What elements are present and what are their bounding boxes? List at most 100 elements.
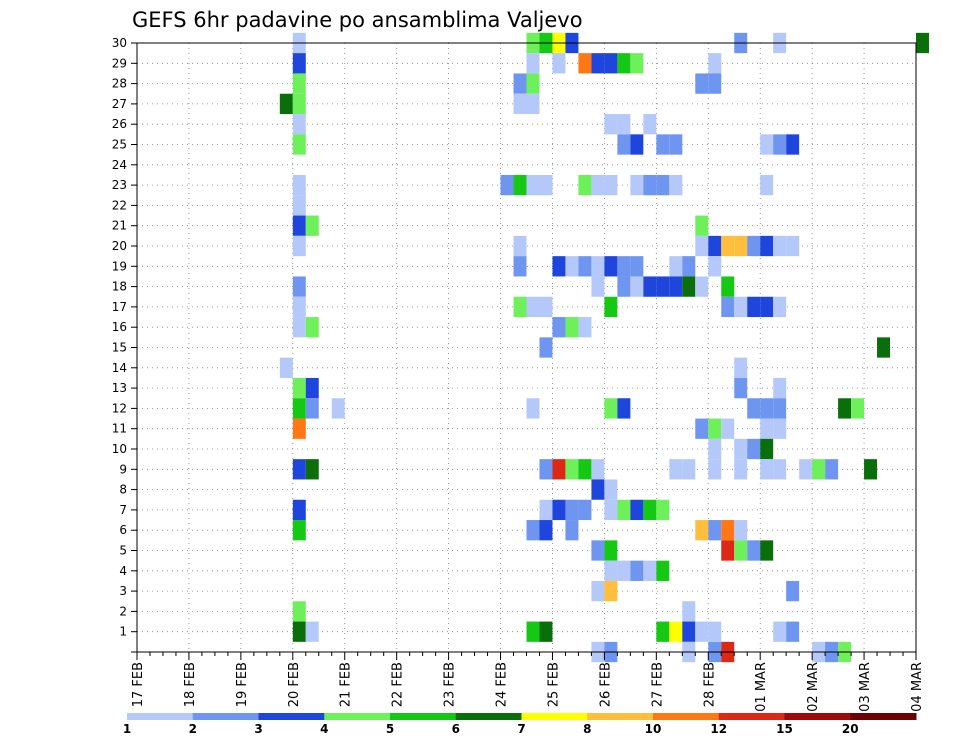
heatmap-cell [305, 377, 319, 399]
y-tick-label: 27 [112, 97, 127, 111]
heatmap-cell [643, 560, 657, 581]
heatmap-cell [721, 276, 735, 297]
heatmap-cell [526, 296, 540, 318]
heatmap-cell [539, 520, 553, 541]
heatmap-cell [513, 256, 527, 277]
heatmap-cell [292, 499, 306, 521]
heatmap-cell [591, 256, 605, 277]
heatmap-cell [292, 418, 306, 439]
heatmap-cell [292, 377, 306, 399]
heatmap-cell [825, 459, 839, 480]
y-tick-label: 30 [112, 36, 127, 50]
heatmap-cell [773, 296, 787, 318]
y-tick-label: 9 [119, 462, 127, 476]
x-tick-label: 20 FEB [287, 662, 302, 707]
x-tick-label: 26 FEB [598, 662, 613, 707]
y-tick-label: 2 [119, 604, 127, 618]
heatmap-cell [708, 418, 722, 439]
x-tick-label: 17 FEB [131, 662, 146, 707]
y-tick-label: 12 [112, 401, 127, 415]
heatmap-cell [292, 195, 306, 216]
heatmap-cell [292, 459, 306, 480]
heatmap-cell [773, 134, 787, 155]
heatmap-cell [292, 134, 306, 155]
color-legend: 1 2 3 4 5 6 7 8 10 12 15 20 [123, 713, 917, 736]
heatmap-cell [682, 276, 696, 297]
legend-swatch [784, 713, 851, 720]
heatmap-cell [734, 438, 748, 460]
x-tick-label: 25 FEB [546, 662, 561, 707]
legend-swatch [324, 713, 391, 720]
heatmap-cell [721, 520, 735, 541]
heatmap-cell [734, 296, 748, 318]
heatmap-cell [292, 317, 306, 338]
x-tick-label: 02 MAR [806, 662, 821, 712]
x-tick-label: 01 MAR [754, 662, 769, 712]
legend-label: 8 [583, 722, 591, 736]
heatmap-cell [760, 438, 774, 460]
heatmap-cell [565, 317, 579, 338]
heatmap-cell [695, 276, 709, 297]
heatmap-cell [591, 479, 605, 500]
heatmap-cell [591, 459, 605, 480]
heatmap-cell [643, 114, 657, 135]
x-tick-label: 19 FEB [235, 662, 250, 707]
heatmap-cell [669, 621, 683, 642]
chart-title: GEFS 6hr padavine po ansamblima Valjevo [132, 8, 583, 32]
heatmap-cell [578, 459, 592, 480]
heatmap-cell [708, 73, 722, 94]
heatmap-cell [786, 580, 800, 602]
heatmap-cell [708, 53, 722, 74]
heatmap-cell [539, 621, 553, 642]
heatmap-cell [695, 235, 709, 257]
y-tick-label: 4 [119, 564, 127, 578]
heatmap-cell [539, 296, 553, 318]
heatmap-cell [747, 235, 761, 257]
heatmap-cell [604, 296, 618, 318]
heatmap-cell [604, 540, 618, 561]
heatmap-cell [591, 174, 605, 196]
heatmap-cell [292, 621, 306, 642]
y-tick-label: 6 [119, 523, 127, 537]
heatmap-cell [279, 357, 293, 378]
heatmap-cell [747, 438, 761, 460]
heatmap-cell [760, 235, 774, 257]
heatmap-cell [292, 215, 306, 236]
heatmap-cell [526, 398, 540, 419]
heatmap-cell [604, 256, 618, 277]
y-tick-label: 25 [112, 138, 127, 152]
heatmap-cell [578, 256, 592, 277]
heatmap-cell [591, 540, 605, 561]
heatmap-cell [552, 53, 566, 74]
heatmap-cell [617, 398, 631, 419]
heatmap-cell [773, 235, 787, 257]
y-tick-label: 14 [112, 361, 127, 375]
x-tick-label: 03 MAR [858, 662, 873, 712]
legend-swatch [455, 713, 522, 720]
heatmap-cell [799, 459, 813, 480]
x-tick-labels: 17 FEB 18 FEB 19 FEB 20 FEB 21 FEB 22 FEB 23 F… [131, 662, 925, 712]
heatmap-cell [708, 621, 722, 642]
y-tick-label: 8 [119, 483, 127, 497]
heatmap-cell [708, 438, 722, 460]
legend-swatch [587, 713, 654, 720]
heatmap-cell [630, 53, 644, 74]
heatmap-cell [773, 418, 787, 439]
heatmap-cell [617, 256, 631, 277]
heatmap-cell [695, 520, 709, 541]
legend-swatch [390, 713, 457, 720]
legend-label: 20 [842, 722, 859, 736]
heatmap-cell [682, 601, 696, 622]
legend-label: 7 [517, 722, 525, 736]
heatmap-cell [500, 174, 514, 196]
heatmap-cell [734, 540, 748, 561]
y-tick-label: 28 [112, 77, 127, 91]
heatmap-cell [552, 459, 566, 480]
heatmap-cell [565, 459, 579, 480]
heatmap-cell [734, 235, 748, 257]
legend-label: 2 [189, 722, 197, 736]
heatmap-cell [786, 235, 800, 257]
legend-label: 4 [320, 722, 328, 736]
y-tick-label: 10 [112, 442, 127, 456]
heatmap-cell [656, 621, 670, 642]
